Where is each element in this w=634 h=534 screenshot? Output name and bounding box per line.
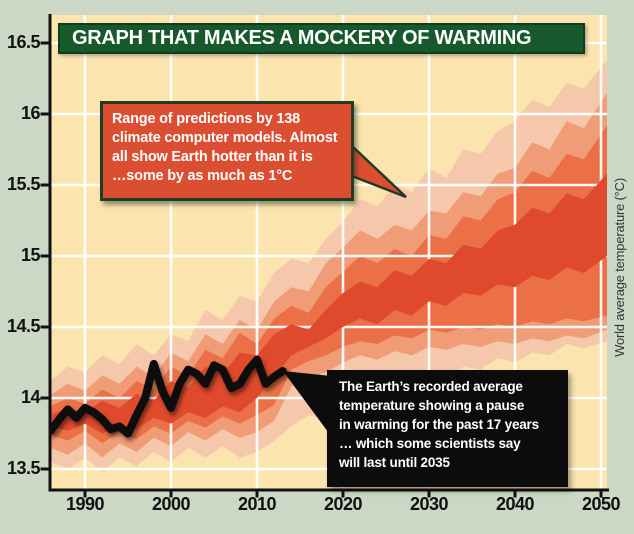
recorded-temperature-layer [50, 355, 287, 438]
recorded-pause-callout: The Earth’s recorded average temperature… [327, 370, 568, 487]
page-title: GRAPH THAT MAKES A MOCKERY OF WARMING [72, 27, 532, 49]
x-tick-label: 1990 [65, 494, 105, 514]
x-tick-label: 2020 [323, 494, 363, 514]
y-tick-label: 14.5 [6, 316, 41, 336]
model-range-callout-text: Range of predictions by 138 climate comp… [112, 111, 338, 185]
y-tick-label: 13.5 [6, 458, 41, 478]
model-core-band-layer [50, 173, 607, 434]
y-tick-label: 16.5 [6, 32, 41, 52]
y-tick-label: 16 [20, 103, 41, 123]
x-tick-label: 2030 [409, 494, 449, 514]
models-core-range [50, 173, 607, 434]
y-tick-label: 15 [20, 245, 41, 265]
x-tick-label: 2040 [495, 494, 535, 514]
y-tick-label: 15.5 [6, 174, 41, 194]
model-range-callout: Range of predictions by 138 climate comp… [100, 101, 354, 201]
x-tick-label: 2000 [151, 494, 191, 514]
title-banner: GRAPH THAT MAKES A MOCKERY OF WARMING [58, 23, 585, 54]
recorded-temperature-line [50, 355, 287, 438]
plot-area [50, 15, 607, 490]
x-tick-label: 2010 [237, 494, 277, 514]
recorded-pause-callout-text: The Earth’s recorded average temperature… [339, 379, 539, 470]
y-tick-label: 14 [20, 387, 41, 407]
y-axis-title: World average temperature (°C) [612, 177, 627, 357]
